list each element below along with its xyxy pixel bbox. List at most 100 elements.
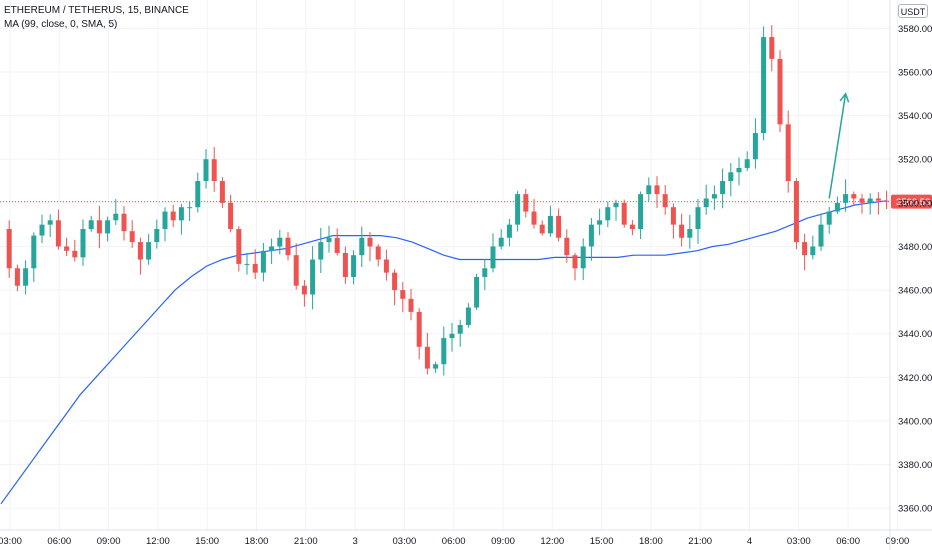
projection-arrow-head bbox=[839, 92, 850, 103]
candle-up bbox=[23, 260, 29, 295]
candle-up bbox=[818, 213, 824, 251]
x-tick-label: 06:00 bbox=[442, 536, 466, 547]
candle-body bbox=[728, 172, 734, 182]
x-tick-label: 09:00 bbox=[97, 536, 121, 547]
candle-body bbox=[137, 242, 143, 260]
candle-body bbox=[638, 194, 644, 230]
candle-body bbox=[720, 181, 726, 195]
candle-up bbox=[810, 235, 816, 260]
candle-up bbox=[597, 208, 603, 236]
candle-up bbox=[736, 157, 742, 186]
candle-up bbox=[318, 227, 324, 273]
candle-body bbox=[154, 229, 160, 243]
candle-body bbox=[310, 259, 316, 295]
candle-body bbox=[515, 194, 521, 225]
candle-up bbox=[834, 196, 840, 215]
candle-body bbox=[72, 250, 78, 258]
candle-body bbox=[285, 237, 291, 256]
candle-down bbox=[170, 204, 176, 228]
candle-down bbox=[785, 110, 791, 193]
candle-body bbox=[531, 211, 537, 225]
x-tick-label: 21:00 bbox=[294, 536, 318, 547]
candle-body bbox=[121, 213, 127, 232]
candle-body bbox=[252, 263, 258, 273]
candle-body bbox=[875, 198, 881, 201]
candle-down bbox=[367, 232, 373, 262]
candle-up bbox=[154, 219, 160, 249]
candle-body bbox=[802, 242, 808, 256]
x-tick-label: 12:00 bbox=[146, 536, 170, 547]
candle-down bbox=[416, 308, 422, 360]
candle-up bbox=[613, 199, 619, 221]
candle-down bbox=[252, 249, 258, 280]
candle-up bbox=[490, 233, 496, 273]
candle-down bbox=[802, 233, 808, 271]
candle-body bbox=[351, 255, 357, 277]
candle-down bbox=[654, 176, 660, 209]
candle-down bbox=[236, 226, 242, 272]
indicator-label[interactable]: MA (99, close, 0, SMA, 5) bbox=[4, 19, 118, 30]
candle-up bbox=[277, 229, 283, 255]
candle-up bbox=[260, 242, 266, 282]
x-tick-label: 03:00 bbox=[393, 536, 417, 547]
candle-body bbox=[96, 220, 102, 234]
candle-body bbox=[695, 207, 701, 230]
candle-body bbox=[884, 200, 890, 202]
candle-up bbox=[761, 26, 767, 141]
candle-body bbox=[228, 202, 234, 230]
candle-body bbox=[580, 246, 586, 269]
candle-down bbox=[211, 147, 217, 192]
candle-up bbox=[482, 259, 488, 291]
candle-body bbox=[318, 242, 324, 260]
candle-body bbox=[433, 364, 439, 369]
currency-unit-button[interactable]: USDT bbox=[898, 4, 928, 18]
candle-up bbox=[744, 151, 750, 172]
candle-body bbox=[736, 167, 742, 173]
candle-down bbox=[572, 252, 578, 281]
candle-body bbox=[564, 237, 570, 256]
candle-body bbox=[465, 307, 471, 325]
candle-up bbox=[47, 214, 53, 238]
y-tick-label: 3440.00 bbox=[898, 329, 932, 340]
y-tick-label: 3480.00 bbox=[898, 242, 932, 253]
y-tick-label: 3400.00 bbox=[898, 416, 932, 427]
candle-body bbox=[621, 202, 627, 225]
candle-up bbox=[588, 218, 594, 261]
candle-up bbox=[826, 206, 832, 234]
candle-up bbox=[187, 201, 193, 221]
candle-up bbox=[638, 191, 644, 240]
candle-body bbox=[113, 213, 119, 221]
candle-down bbox=[629, 220, 635, 236]
candle-down bbox=[531, 199, 537, 229]
candle-up bbox=[687, 214, 693, 249]
candle-body bbox=[867, 198, 873, 203]
candle-up bbox=[433, 361, 439, 373]
candle-up bbox=[474, 273, 480, 310]
x-tick-label: 06:00 bbox=[836, 536, 860, 547]
candle-up bbox=[310, 246, 316, 310]
candle-body bbox=[203, 159, 209, 182]
candle-body bbox=[260, 250, 266, 273]
x-tick-label: 21:00 bbox=[688, 536, 712, 547]
candle-up bbox=[752, 118, 758, 169]
y-tick-label: 3540.00 bbox=[898, 111, 932, 122]
projection-arrow-shaft bbox=[828, 93, 847, 199]
candle-body bbox=[39, 224, 45, 236]
symbol-title[interactable]: ETHEREUM / TETHERUS, 15, BINANCE bbox=[4, 5, 189, 16]
candle-up bbox=[695, 199, 701, 244]
candle-up bbox=[703, 184, 709, 215]
candle-body bbox=[88, 220, 94, 230]
candle-down bbox=[670, 203, 676, 239]
moving-average-layer bbox=[0, 200, 887, 505]
candle-down bbox=[662, 185, 668, 215]
candle-body bbox=[834, 202, 840, 212]
candle-down bbox=[875, 192, 881, 215]
candle-body bbox=[752, 133, 758, 160]
candle-body bbox=[597, 220, 603, 225]
candle-up bbox=[498, 229, 504, 250]
candle-body bbox=[679, 224, 685, 238]
candle-body bbox=[392, 272, 398, 291]
candle-down bbox=[334, 228, 340, 256]
candle-body bbox=[400, 290, 406, 299]
